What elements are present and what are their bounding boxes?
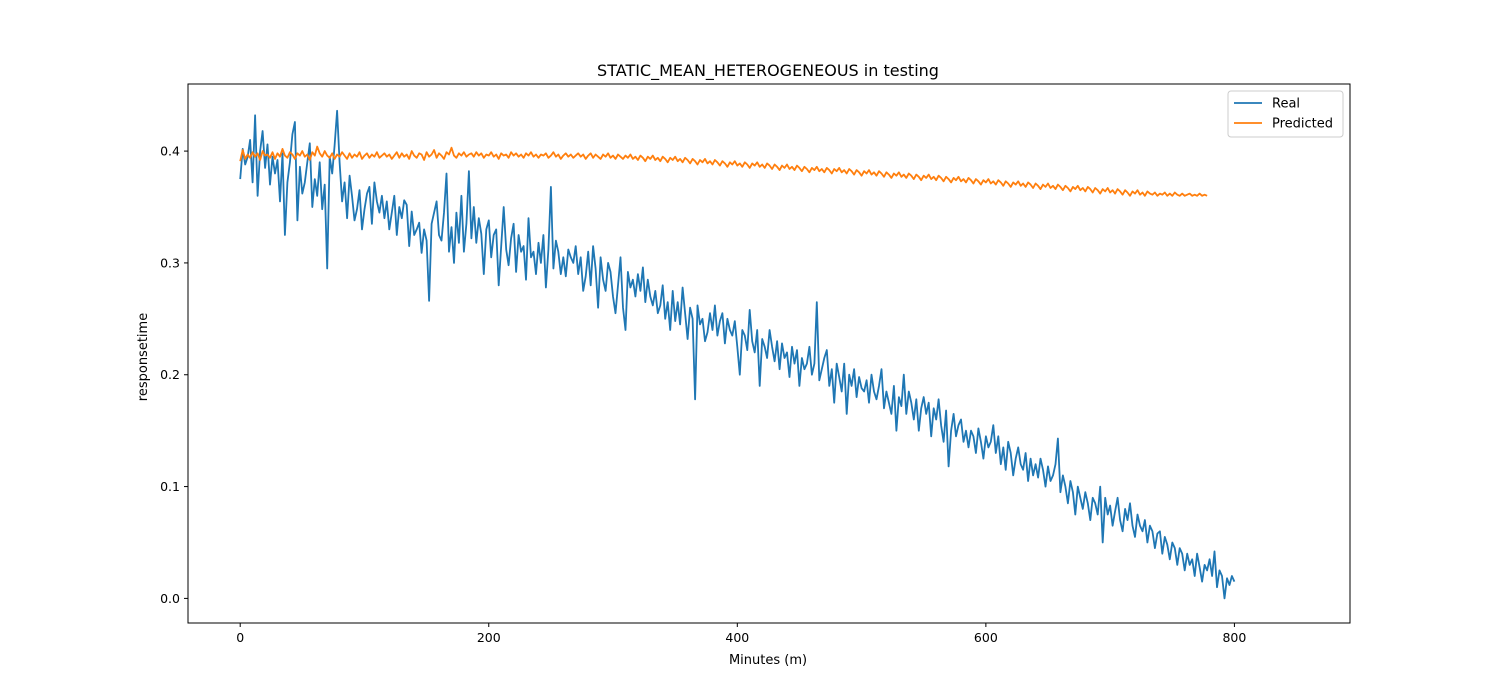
plot-frame <box>187 83 1351 624</box>
series-layer <box>239 109 1236 600</box>
y-tick-label: 0.4 <box>160 144 180 159</box>
x-tick-label: 0 <box>236 630 244 645</box>
series-line-predicted <box>239 145 1208 197</box>
y-tick-label: 0.3 <box>160 255 180 270</box>
chart-title: STATIC_MEAN_HETEROGENEOUS in testing <box>597 61 939 81</box>
x-tick-label: 800 <box>1222 630 1246 645</box>
y-axis-label: responsetime <box>136 313 151 401</box>
y-tick-label: 0.2 <box>160 367 180 382</box>
series-line-real <box>239 109 1236 600</box>
y-axis: 0.0 0.1 0.2 0.3 0.4 <box>160 144 188 606</box>
x-axis-label: Minutes (m) <box>729 653 807 668</box>
x-tick-label: 400 <box>725 630 749 645</box>
x-tick-label: 200 <box>477 630 501 645</box>
y-tick-label: 0.1 <box>160 479 180 494</box>
x-tick-label: 600 <box>974 630 998 645</box>
legend-label-predicted: Predicted <box>1272 117 1333 132</box>
legend-label-real: Real <box>1272 97 1300 112</box>
y-tick-label: 0.0 <box>160 591 180 606</box>
x-axis: 0 200 400 600 800 <box>236 623 1246 645</box>
legend: Real Predicted <box>1227 90 1344 138</box>
